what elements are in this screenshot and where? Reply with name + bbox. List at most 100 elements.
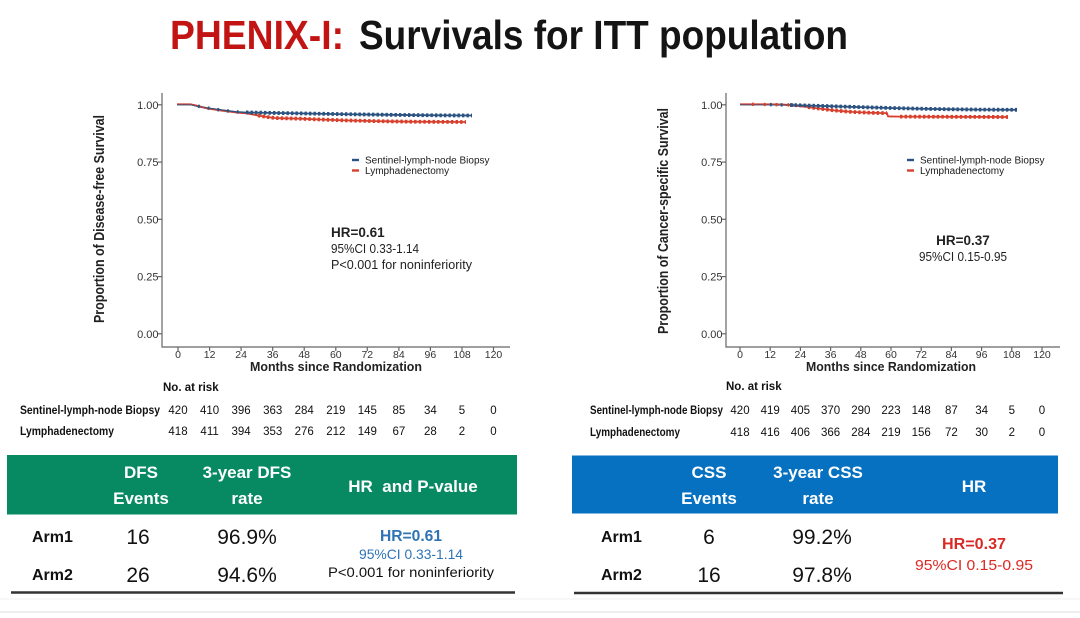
svg-text:34: 34 (424, 405, 437, 417)
svg-text:394: 394 (232, 426, 252, 438)
svg-text:3-year DFS: 3-year DFS (203, 463, 292, 482)
svg-text:HR=0.61: HR=0.61 (331, 225, 385, 240)
svg-text:Months since Randomization: Months since Randomization (250, 359, 422, 374)
svg-text:Lymphadenectomy: Lymphadenectomy (590, 425, 680, 439)
svg-text:HR=0.61: HR=0.61 (380, 528, 442, 545)
svg-text:370: 370 (821, 405, 840, 417)
svg-text:85: 85 (393, 405, 406, 417)
svg-text:60: 60 (885, 349, 897, 361)
svg-text:0: 0 (1039, 427, 1045, 439)
svg-text:284: 284 (851, 427, 871, 439)
svg-text:36: 36 (825, 349, 837, 361)
svg-text:34: 34 (975, 405, 988, 417)
svg-text:108: 108 (1003, 349, 1021, 361)
svg-text:rate: rate (802, 489, 833, 508)
svg-text:Events: Events (113, 489, 169, 508)
svg-text:0.25: 0.25 (701, 272, 722, 284)
svg-text:3-year CSS: 3-year CSS (773, 463, 863, 482)
svg-text:97.8%: 97.8% (792, 564, 852, 587)
svg-text:416: 416 (761, 427, 780, 439)
svg-text:0: 0 (490, 405, 496, 417)
svg-text:Arm1: Arm1 (601, 529, 642, 546)
svg-text:96: 96 (976, 349, 988, 361)
svg-text:60: 60 (330, 349, 342, 361)
svg-text:0: 0 (175, 349, 181, 361)
svg-text:Events: Events (681, 489, 737, 508)
svg-text:Sentinel-lymph-node Biopsy: Sentinel-lymph-node Biopsy (20, 403, 160, 417)
svg-text:290: 290 (851, 405, 870, 417)
svg-text:5: 5 (459, 405, 465, 417)
svg-text:420: 420 (730, 405, 749, 417)
svg-text:No. at risk: No. at risk (726, 381, 782, 393)
svg-text:72: 72 (361, 349, 373, 361)
svg-text:2: 2 (1009, 427, 1015, 439)
svg-text:16: 16 (126, 526, 149, 549)
svg-text:420: 420 (168, 405, 187, 417)
svg-text:0: 0 (737, 349, 743, 361)
svg-text:94.6%: 94.6% (217, 564, 277, 587)
svg-text:Arm1: Arm1 (32, 529, 73, 546)
svg-text:Proportion of Disease-free Sur: Proportion of Disease-free Survival (92, 115, 108, 323)
svg-text:149: 149 (358, 426, 377, 438)
svg-text:12: 12 (204, 349, 216, 361)
svg-text:0.50: 0.50 (137, 214, 158, 226)
svg-text:Sentinel-lymph-node Biopsy: Sentinel-lymph-node Biopsy (365, 156, 490, 167)
svg-text:CSS: CSS (692, 463, 727, 482)
svg-text:Months since Randomization: Months since Randomization (806, 359, 976, 374)
svg-text:30: 30 (975, 427, 988, 439)
svg-text:P<0.001 for noninferiority: P<0.001 for noninferiority (331, 257, 472, 272)
svg-text:Lymphadenectomy: Lymphadenectomy (20, 424, 114, 438)
svg-text:396: 396 (232, 405, 251, 417)
svg-text:418: 418 (168, 426, 187, 438)
svg-text:120: 120 (1033, 349, 1051, 361)
svg-text:1.00: 1.00 (701, 100, 722, 112)
svg-text:212: 212 (326, 426, 345, 438)
svg-text:219: 219 (881, 427, 900, 439)
svg-text:Arm2: Arm2 (601, 567, 642, 584)
svg-text:410: 410 (200, 405, 219, 417)
svg-text:Proportion of Cancer-specific: Proportion of Cancer-specific Survival (656, 108, 672, 334)
svg-text:284: 284 (295, 405, 315, 417)
svg-text:67: 67 (393, 426, 406, 438)
svg-text:0.75: 0.75 (137, 157, 158, 169)
svg-text:Sentinel-lymph-node Biopsy: Sentinel-lymph-node Biopsy (920, 156, 1045, 167)
svg-text:223: 223 (881, 405, 900, 417)
svg-text:419: 419 (761, 405, 780, 417)
svg-text:2: 2 (459, 426, 465, 438)
svg-text:36: 36 (267, 349, 279, 361)
svg-text:HR=0.37: HR=0.37 (942, 536, 1006, 553)
svg-text:96: 96 (425, 349, 437, 361)
svg-text:72: 72 (915, 349, 927, 361)
svg-text:PHENIX-I:: PHENIX-I: (170, 12, 344, 58)
svg-text:72: 72 (945, 427, 958, 439)
svg-text:HR: HR (962, 477, 987, 496)
svg-text:156: 156 (912, 427, 931, 439)
svg-text:95%CI 0.15-0.95: 95%CI 0.15-0.95 (915, 557, 1033, 574)
svg-text:Lymphadenectomy: Lymphadenectomy (365, 166, 449, 177)
svg-text:0.00: 0.00 (137, 329, 158, 341)
svg-text:108: 108 (453, 349, 471, 361)
svg-text:1.00: 1.00 (137, 100, 158, 112)
svg-text:406: 406 (791, 427, 810, 439)
svg-text:HR=0.37: HR=0.37 (936, 233, 990, 248)
svg-text:5: 5 (1009, 405, 1015, 417)
svg-text:84: 84 (946, 349, 958, 361)
svg-text:353: 353 (263, 426, 282, 438)
svg-text:24: 24 (795, 349, 807, 361)
svg-text:26: 26 (126, 564, 149, 587)
svg-text:16: 16 (697, 564, 720, 587)
svg-text:Survivals for ITT population: Survivals for ITT population (359, 12, 848, 58)
svg-text:12: 12 (764, 349, 776, 361)
svg-text:28: 28 (424, 426, 437, 438)
svg-text:145: 145 (358, 405, 377, 417)
svg-text:363: 363 (263, 405, 282, 417)
svg-text:P<0.001 for noninferiority: P<0.001 for noninferiority (328, 564, 494, 580)
svg-text:0: 0 (1039, 405, 1045, 417)
svg-text:96.9%: 96.9% (217, 526, 277, 549)
svg-text:120: 120 (485, 349, 503, 361)
svg-text:Sentinel-lymph-node Biopsy: Sentinel-lymph-node Biopsy (590, 403, 723, 417)
svg-text:87: 87 (945, 405, 958, 417)
svg-text:48: 48 (855, 349, 867, 361)
svg-text:0.75: 0.75 (701, 157, 722, 169)
svg-text:95%CI 0.15-0.95: 95%CI 0.15-0.95 (919, 249, 1007, 264)
